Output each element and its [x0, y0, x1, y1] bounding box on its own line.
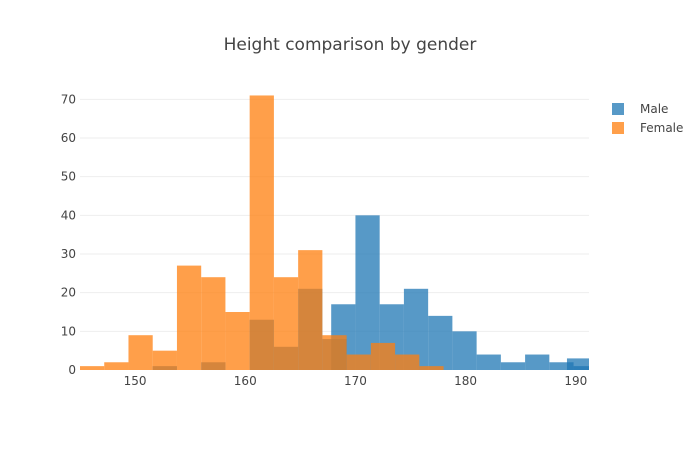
legend-swatch — [612, 122, 624, 134]
legend-label: Female — [640, 121, 683, 135]
histogram-bar-female-3 — [152, 350, 177, 370]
histogram-bar-female-4 — [176, 265, 202, 370]
histogram-bar-female-11 — [346, 354, 371, 370]
x-tick-label: 180 — [454, 374, 477, 388]
y-tick-label: 40 — [61, 208, 76, 222]
legend-swatch — [612, 103, 624, 115]
histogram-bar-female-0 — [80, 366, 105, 370]
y-tick-label: 60 — [61, 131, 76, 145]
series-female — [80, 95, 444, 370]
histogram-bar-male-15 — [549, 362, 574, 370]
histogram-bar-female-9 — [298, 250, 323, 370]
grid-layer — [80, 98, 589, 332]
x-tick-label: 150 — [124, 374, 147, 388]
histogram-bar-male-14 — [525, 354, 550, 370]
y-tick-label: 30 — [61, 247, 76, 261]
histogram-bar-male-12 — [476, 354, 501, 370]
histogram-bar-female-10 — [322, 335, 347, 370]
histogram-bar-male-13 — [500, 362, 526, 370]
histogram-bar-female-2 — [128, 335, 153, 370]
histogram-bar-male-11 — [452, 331, 477, 370]
x-tick-label: 160 — [234, 374, 257, 388]
histogram-bar-male-17 — [566, 358, 589, 370]
histogram-bar-male-10 — [428, 315, 453, 370]
y-tick-label: 70 — [61, 92, 76, 106]
histogram-bar-female-7 — [249, 95, 274, 370]
legend-label: Male — [640, 102, 668, 116]
legend[interactable]: Male Female — [612, 102, 683, 135]
y-tick-label: 50 — [61, 170, 76, 184]
histogram-bar-female-13 — [395, 354, 420, 370]
histogram-bar-female-8 — [273, 277, 299, 370]
histogram-bar-female-6 — [225, 312, 250, 370]
bar-layer — [80, 95, 589, 370]
y-tick-label: 20 — [61, 286, 76, 300]
legend-item-female[interactable]: Female — [612, 121, 683, 135]
histogram-bar-female-5 — [201, 277, 226, 370]
histogram-bar-female-1 — [104, 362, 129, 370]
histogram-bar-female-12 — [370, 342, 396, 370]
x-tick-label: 170 — [344, 374, 367, 388]
y-tick-label: 10 — [61, 324, 76, 338]
chart-title: Height comparison by gender — [224, 35, 477, 55]
y-tick-label: 0 — [68, 363, 76, 377]
x-tick-label: 190 — [564, 374, 587, 388]
histogram-bar-female-14 — [419, 366, 444, 370]
legend-item-male[interactable]: Male — [612, 102, 668, 116]
axis-layer: 0 10 20 30 40 50 60 70 150 160 170 180 190 — [61, 92, 588, 388]
